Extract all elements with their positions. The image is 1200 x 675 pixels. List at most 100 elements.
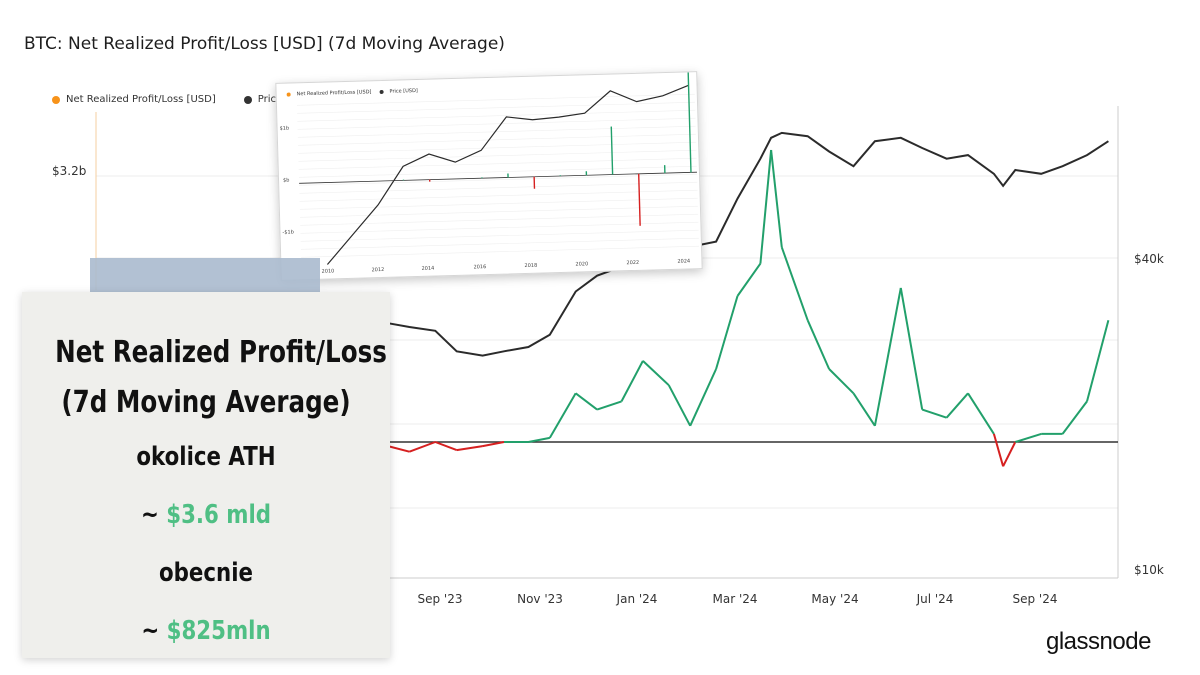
inset-y-tick: -$1b: [282, 229, 294, 236]
note-title-line1: Net Realized Profit/Loss: [55, 335, 387, 370]
note-title-line2: (7d Moving Average): [61, 385, 351, 420]
nrpl-segment: [548, 392, 577, 439]
inset-grid-line: [297, 125, 696, 138]
inset-y-tick: $b: [282, 177, 290, 184]
nrpl-segment: [482, 441, 505, 448]
inset-nrpl-bar: [637, 173, 641, 226]
nrpl-segment: [667, 384, 692, 427]
chart-legend: Net Realized Profit/Loss [USD] Pric: [52, 94, 276, 105]
inset-chart-grid: [296, 93, 700, 258]
nrpl-segment: [715, 295, 739, 370]
inset-chart-svg: [296, 72, 700, 265]
nrpl-segment: [1061, 400, 1088, 435]
nrpl-segment: [456, 445, 483, 452]
main-chart-series: [387, 131, 1110, 467]
nrpl-segment: [873, 287, 902, 426]
legend-item-price[interactable]: Pric: [243, 94, 276, 105]
inset-x-tick: 2010: [321, 268, 335, 275]
x-tick-label: May '24: [811, 592, 859, 606]
note-ath-prefix: ~: [140, 500, 159, 530]
inset-grid-line: [297, 117, 696, 130]
nrpl-segment: [736, 263, 762, 297]
nrpl-segment: [434, 441, 458, 452]
inset-grid-line: [299, 181, 698, 194]
nrpl-segment: [759, 149, 773, 264]
inset-grid-line: [297, 101, 696, 114]
inset-grid-line: [297, 109, 696, 122]
inset-nrpl-bar: [610, 126, 614, 175]
x-tick-label: Sep '23: [417, 592, 463, 606]
nrpl-segment: [852, 392, 876, 427]
inset-grid-line: [300, 205, 698, 218]
note-current-row: ~ $825mln: [55, 602, 357, 660]
inset-chart: Net Realized Profit/Loss [USD] Price [US…: [275, 71, 703, 281]
inset-zero-baseline: [299, 171, 697, 184]
x-tick-label: Mar '24: [712, 592, 758, 606]
note-current-label: obecnie: [159, 558, 253, 588]
nrpl-segment: [1002, 441, 1017, 467]
nrpl-segment: [620, 360, 644, 402]
nrpl-segment: [770, 149, 783, 248]
inset-grid-line: [298, 141, 697, 154]
note-ath-value: $3.6 mld: [166, 500, 272, 530]
inset-grid-line: [300, 213, 699, 226]
nrpl-segment: [596, 400, 622, 411]
note-current-prefix: ~: [141, 616, 160, 646]
nrpl-segment: [387, 445, 410, 453]
x-tick-label: Sep '24: [1012, 592, 1058, 606]
x-tick-label: Jan '24: [616, 592, 658, 606]
inset-grid-line: [299, 197, 698, 210]
inset-grid-line: [301, 245, 700, 258]
page-title: BTC: Net Realized Profit/Loss [USD] (7d …: [24, 34, 505, 54]
inset-grid-line: [300, 237, 699, 250]
nrpl-segment: [828, 368, 855, 395]
legend-dot-black-icon: [243, 95, 252, 104]
y-left-tick: $3.2b: [52, 164, 87, 178]
legend-label-price: Pric: [257, 94, 276, 105]
nrpl-segment: [409, 441, 436, 453]
note-ath-row: ~ $3.6 mld: [55, 486, 357, 544]
nrpl-segment: [1015, 432, 1042, 443]
inset-grid-line: [298, 133, 696, 146]
inset-grid-line: [296, 93, 695, 106]
nrpl-segment: [575, 392, 598, 411]
note-current-value: $825mln: [166, 616, 271, 646]
nrpl-segment: [528, 436, 550, 443]
inset-chart-series: [299, 72, 697, 265]
y-right-tick-10k: $10k: [1134, 563, 1164, 577]
nrpl-segment: [780, 246, 809, 321]
inset-x-tick: 2022: [626, 259, 640, 267]
nrpl-segment: [967, 392, 995, 435]
inset-grid-line: [299, 173, 698, 186]
brand-logo: glassnode: [1046, 628, 1151, 655]
nrpl-segment: [945, 392, 969, 419]
inset-grid-line: [298, 165, 697, 178]
legend-label-nrpl: Net Realized Profit/Loss [USD]: [66, 94, 216, 105]
inset-x-tick: 2024: [677, 258, 691, 265]
inset-y-tick: $1b: [279, 125, 290, 132]
inset-grid-line: [298, 157, 697, 170]
nrpl-segment: [689, 368, 718, 427]
inset-price-line: [326, 84, 689, 265]
annotation-note: Net Realized Profit/Loss (7d Moving Aver…: [22, 292, 390, 658]
inset-x-tick: 2016: [473, 264, 487, 271]
inset-grid-line: [299, 189, 698, 202]
x-tick-label: Jul '24: [916, 592, 954, 606]
inset-nrpl-bar: [687, 72, 692, 173]
inset-x-tick: 2014: [421, 265, 435, 272]
inset-grid-line: [300, 221, 699, 234]
inset-x-tick: 2012: [371, 266, 385, 274]
x-tick-label: Nov '23: [517, 592, 563, 606]
nrpl-segment: [806, 319, 831, 370]
note-ath-label: okolice ATH: [136, 442, 276, 472]
nrpl-segment: [1086, 320, 1110, 402]
nrpl-segment: [642, 360, 670, 386]
y-right-tick-40k: $40k: [1134, 252, 1164, 266]
inset-x-tick: 2020: [575, 261, 589, 268]
legend-dot-orange-icon: [52, 95, 60, 104]
nrpl-segment: [992, 433, 1005, 467]
nrpl-segment: [921, 408, 947, 419]
inset-x-tick: 2018: [524, 262, 538, 270]
legend-item-nrpl[interactable]: Net Realized Profit/Loss [USD]: [52, 94, 216, 105]
nrpl-segment: [899, 287, 924, 410]
